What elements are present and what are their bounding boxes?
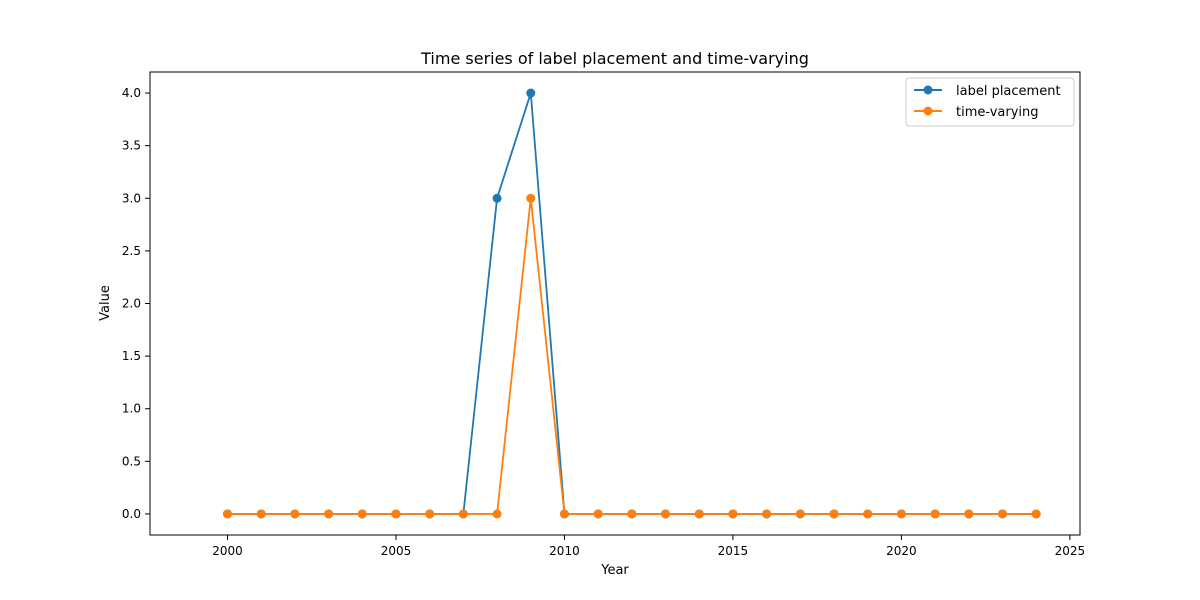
series-point-1 [896,509,906,519]
series-point-1 [728,509,738,519]
y-tick-label: 2.5 [122,244,141,258]
y-tick-label: 0.5 [122,454,141,468]
y-axis-label: Value [98,285,113,321]
x-tick-label: 2025 [1055,544,1086,558]
series-point-1 [223,509,232,519]
series-point-1 [1031,509,1041,519]
legend-label-label-placement: label placement [956,84,1061,99]
x-tick-label: 2015 [718,544,749,558]
series-point-1 [829,509,839,519]
y-tick-label: 1.5 [122,349,141,363]
series-point-1 [661,509,671,519]
x-tick-label: 2005 [381,544,412,558]
x-tick-label: 2020 [886,544,917,558]
series-point-1 [492,509,502,519]
x-axis-ticks: 2000 2005 2010 2015 2020 2025 [212,535,1085,558]
legend: label placement time-varying [905,77,1075,127]
series-point-1 [593,509,603,519]
y-tick-label: 4.0 [122,86,141,100]
series-point-1 [964,509,974,519]
x-tick-label: 2000 [212,544,243,558]
chart-title: Time series of label placement and time-… [420,49,809,68]
y-tick-label: 1.0 [122,402,141,416]
series-point-1 [627,509,637,519]
series-point-1 [863,509,873,519]
series-point-1 [795,509,805,519]
y-tick-label: 3.0 [122,191,141,205]
y-axis-ticks: 0.0 0.5 1.0 1.5 2.0 2.5 3.0 3.5 4.0 [122,86,150,521]
series-point-1 [526,193,536,203]
series-point-1 [559,509,569,519]
series-point-1 [290,509,300,519]
legend-marker-label-placement [923,85,933,95]
series-point-1 [998,509,1007,519]
series-point-1 [357,509,367,519]
legend-box [905,77,1075,127]
legend-marker-time-varying [923,106,933,116]
series-point-1 [458,509,468,519]
series-point-1 [391,509,401,519]
series-point-1 [425,509,435,519]
series-point-1 [930,509,940,519]
plot-area [149,71,1081,536]
series-point-1 [256,509,266,519]
series-point-0 [526,88,536,98]
series-point-1 [762,509,772,519]
series-point-0 [492,193,502,203]
y-tick-label: 2.0 [122,297,141,311]
series-point-1 [694,509,704,519]
y-tick-label: 0.0 [122,507,141,521]
x-axis-label: Year [600,563,629,578]
legend-label-time-varying: time-varying [956,105,1039,120]
series-point-1 [324,509,334,519]
x-tick-label: 2010 [549,544,580,558]
y-tick-label: 3.5 [122,139,141,153]
